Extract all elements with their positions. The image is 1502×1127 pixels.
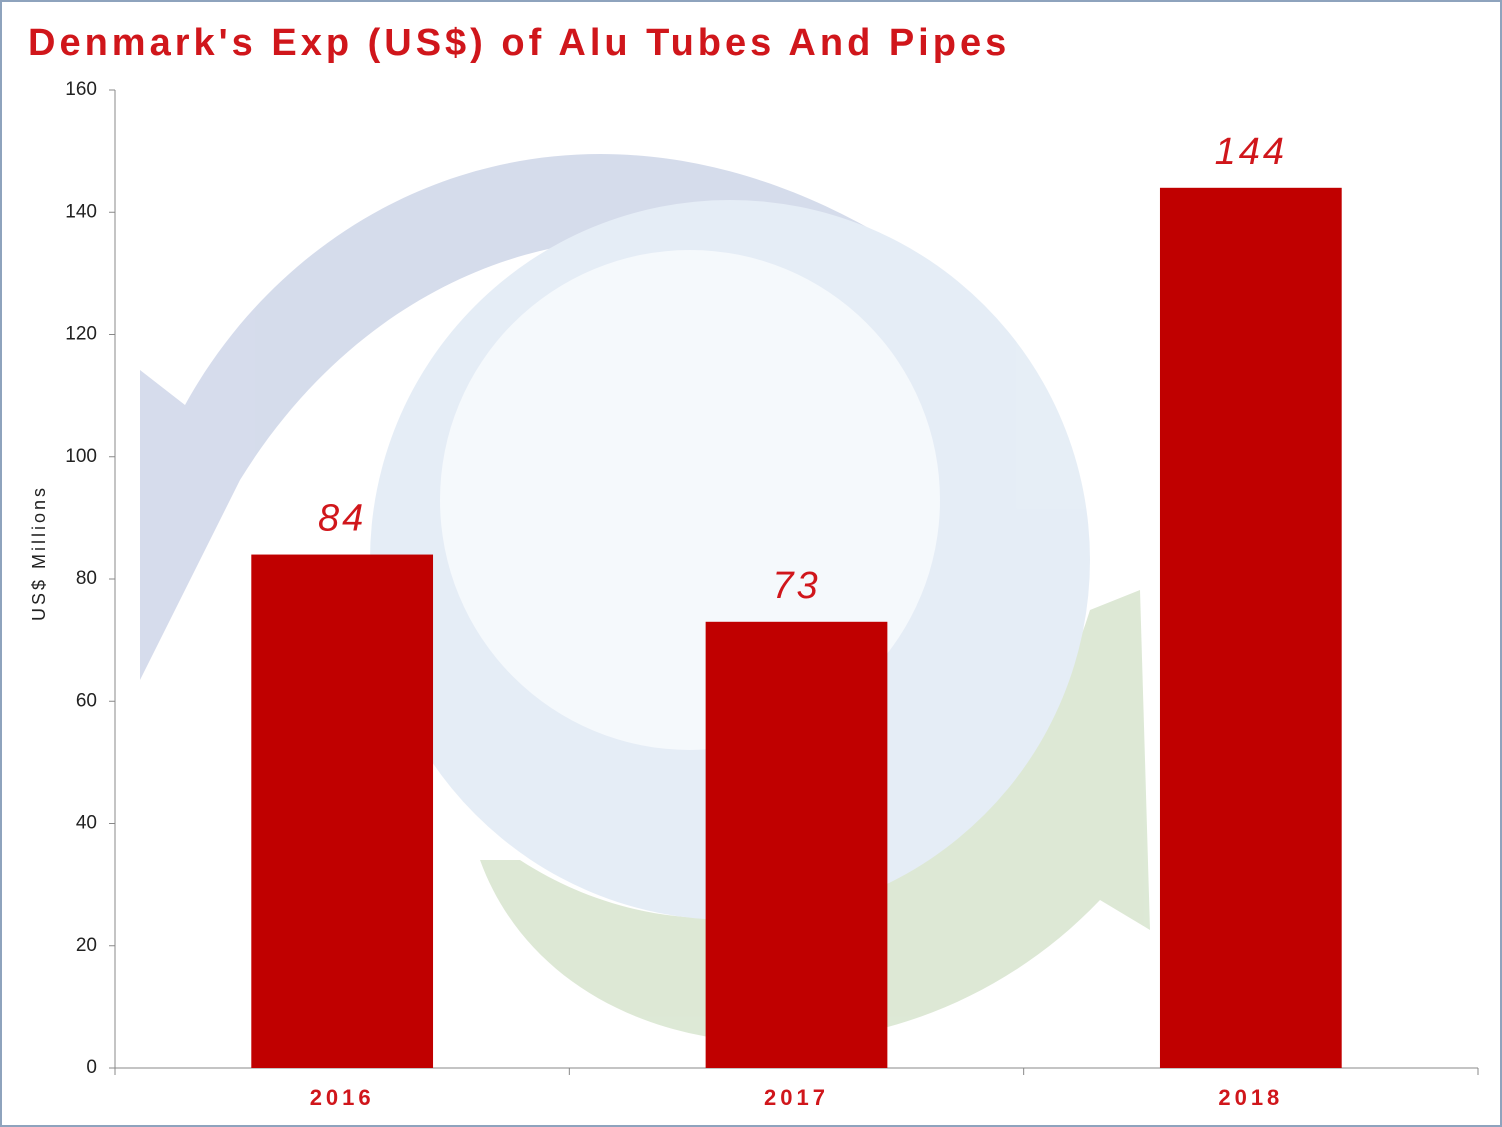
value-label: 73 [772,565,820,607]
bar [1159,187,1342,1069]
y-axis-label: US$ Millions [29,485,49,621]
y-tick-label: 160 [65,79,97,100]
x-tick-label: 2017 [764,1085,829,1110]
y-tick-label: 20 [76,935,97,956]
bar [705,621,888,1068]
value-label: 84 [318,498,366,540]
y-tick-label: 0 [86,1057,97,1078]
y-tick-label: 100 [65,446,97,467]
x-tick-label: 2016 [310,1085,375,1110]
y-tick-label: 40 [76,813,97,834]
y-tick-label: 120 [65,324,97,345]
value-label: 144 [1215,131,1287,173]
y-tick-label: 80 [76,568,97,589]
y-tick-label: 140 [65,201,97,222]
chart-title: Denmark's Exp (US$) of Alu Tubes And Pip… [28,22,1010,64]
y-tick-label: 60 [76,690,97,711]
bar [251,554,434,1068]
x-tick-label: 2018 [1218,1085,1283,1110]
